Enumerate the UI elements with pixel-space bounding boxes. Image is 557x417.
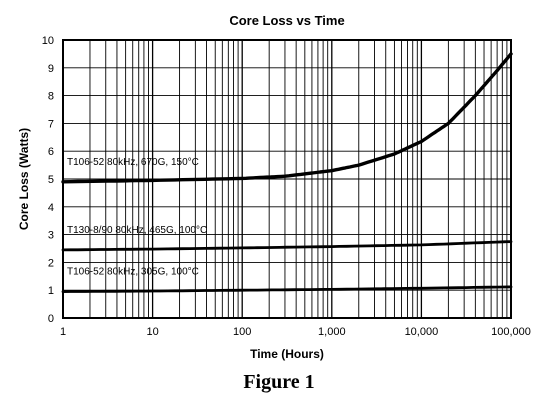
figure-caption: Figure 1 (243, 371, 314, 393)
y-tick-label: 3 (48, 230, 54, 242)
y-tick-label: 7 (48, 118, 54, 130)
series-labels: T106-52 80kHz, 670G, 150°C T130-8/90 80kH… (67, 157, 207, 278)
x-tick-labels: 1 10 100 1,000 10,000 100,000 (60, 326, 531, 338)
series-line-2 (61, 240, 513, 252)
y-tick-label: 4 (48, 202, 54, 214)
y-tick-label: 2 (48, 257, 54, 269)
series-label-1: T106-52 80kHz, 670G, 150°C (67, 157, 199, 168)
x-tick-label: 10,000 (405, 326, 439, 338)
y-tick-label: 5 (48, 174, 54, 186)
x-tick-label: 1,000 (318, 326, 346, 338)
y-tick-label: 8 (48, 91, 54, 103)
y-tick-labels: 0 1 2 3 4 5 6 7 8 9 10 (42, 35, 54, 325)
series-label-2: T130-8/90 80kHz, 465G, 100°C (67, 225, 207, 236)
y-tick-label: 1 (48, 285, 54, 297)
series-label-3: T106-52 80kHz, 305G, 100°C (67, 267, 199, 278)
x-tick-label: 10 (146, 326, 158, 338)
x-tick-label: 1 (60, 326, 66, 338)
y-tick-label: 9 (48, 63, 54, 75)
chart-title: Core Loss vs Time (229, 13, 344, 28)
series-line-1 (61, 52, 513, 184)
x-axis-label: Time (Hours) (250, 347, 324, 361)
series-lines (61, 52, 513, 294)
y-axis-label: Core Loss (Watts) (17, 128, 31, 230)
x-tick-label: 100 (233, 326, 251, 338)
x-tick-label: 100,000 (491, 326, 531, 338)
y-tick-label: 10 (42, 35, 54, 47)
y-tick-label: 6 (48, 146, 54, 158)
plot-frame (62, 39, 512, 319)
y-tick-label: 0 (48, 313, 54, 325)
series-line-3 (61, 285, 513, 294)
